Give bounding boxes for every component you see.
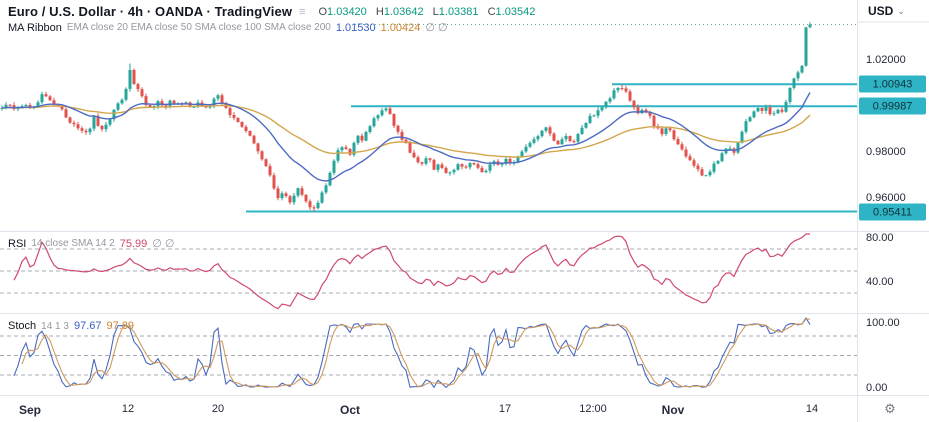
- price-axis-label: 0.98000: [866, 146, 906, 158]
- time-axis-label: 17: [498, 403, 512, 415]
- stoch-axis-label: 100.00: [866, 317, 900, 329]
- time-axis-label: 20: [211, 403, 225, 415]
- time-axis-label: Oct: [339, 403, 361, 417]
- currency-label: USD: [868, 4, 894, 18]
- ma-ribbon-legend-row[interactable]: MA Ribbon EMA close 20 EMA close 50 SMA …: [8, 21, 448, 35]
- time-axis-settings-gear-icon[interactable]: ⚙: [884, 401, 896, 416]
- time-axis-label: Sep: [18, 403, 42, 417]
- ma-ribbon-params: EMA close 20 EMA close 50 SMA close 100 …: [66, 22, 331, 33]
- stoch-params: 14 1 3: [41, 320, 69, 332]
- stoch-legend-row[interactable]: Stoch 14 1 3 97.67 97.89: [8, 320, 134, 332]
- level-price-tag[interactable]: 0.95411: [859, 203, 926, 221]
- high-value: 1.03642: [383, 5, 424, 18]
- chevron-down-icon: ⌄: [897, 5, 905, 16]
- level-price-tag[interactable]: 0.99987: [859, 97, 926, 115]
- close-label: C: [487, 5, 496, 18]
- stoch-k-value: 97.67: [73, 320, 102, 332]
- low-value: 1.03381: [438, 5, 479, 18]
- price-axis-label: 0.96000: [866, 192, 906, 204]
- stoch-d-value: 97.89: [106, 320, 135, 332]
- time-axis-label: 12: [121, 403, 135, 415]
- rsi-legend-row[interactable]: RSI 14 close SMA 14 2 75.99 ∅ ∅: [8, 237, 175, 251]
- level-price-tag[interactable]: 1.00943: [859, 75, 926, 93]
- symbol-title: Euro / U.S. Dollar · 4h · OANDA · Tradin…: [8, 4, 293, 19]
- stoch-axis-label: 0.00: [866, 382, 888, 394]
- time-axis-label: Nov: [661, 403, 685, 417]
- rsi-value: 75.99: [119, 237, 148, 250]
- open-label: O: [318, 5, 328, 18]
- rsi-hidden-values: ∅ ∅: [152, 238, 175, 250]
- legend-collapse-icon[interactable]: ≡: [299, 5, 306, 18]
- time-axis-label: 12:00: [579, 403, 607, 415]
- symbol-legend-row[interactable]: Euro / U.S. Dollar · 4h · OANDA · Tradin…: [8, 4, 535, 19]
- rsi-name: RSI: [8, 237, 27, 250]
- ohlc-values: O1.03420 H1.03642 L1.03381 C1.03542: [312, 6, 535, 18]
- ma-hidden-values: ∅ ∅: [425, 22, 448, 34]
- ema50-value: 1.00424: [380, 21, 421, 34]
- close-value: 1.03542: [495, 5, 536, 18]
- open-value: 1.03420: [327, 5, 367, 18]
- rsi-axis-label: 80.00: [866, 232, 894, 244]
- price-axis-label: 1.02000: [866, 54, 906, 66]
- stoch-name: Stoch: [8, 320, 37, 332]
- ema20-value: 1.01530: [335, 21, 376, 34]
- price-axis-currency[interactable]: USD ⌄: [868, 4, 905, 18]
- low-label: L: [432, 5, 439, 18]
- ma-ribbon-name: MA Ribbon: [8, 21, 62, 34]
- time-axis-label: 14: [805, 403, 819, 415]
- rsi-axis-label: 40.00: [866, 276, 894, 288]
- rsi-params: 14 close SMA 14 2: [31, 238, 115, 249]
- high-label: H: [375, 5, 384, 18]
